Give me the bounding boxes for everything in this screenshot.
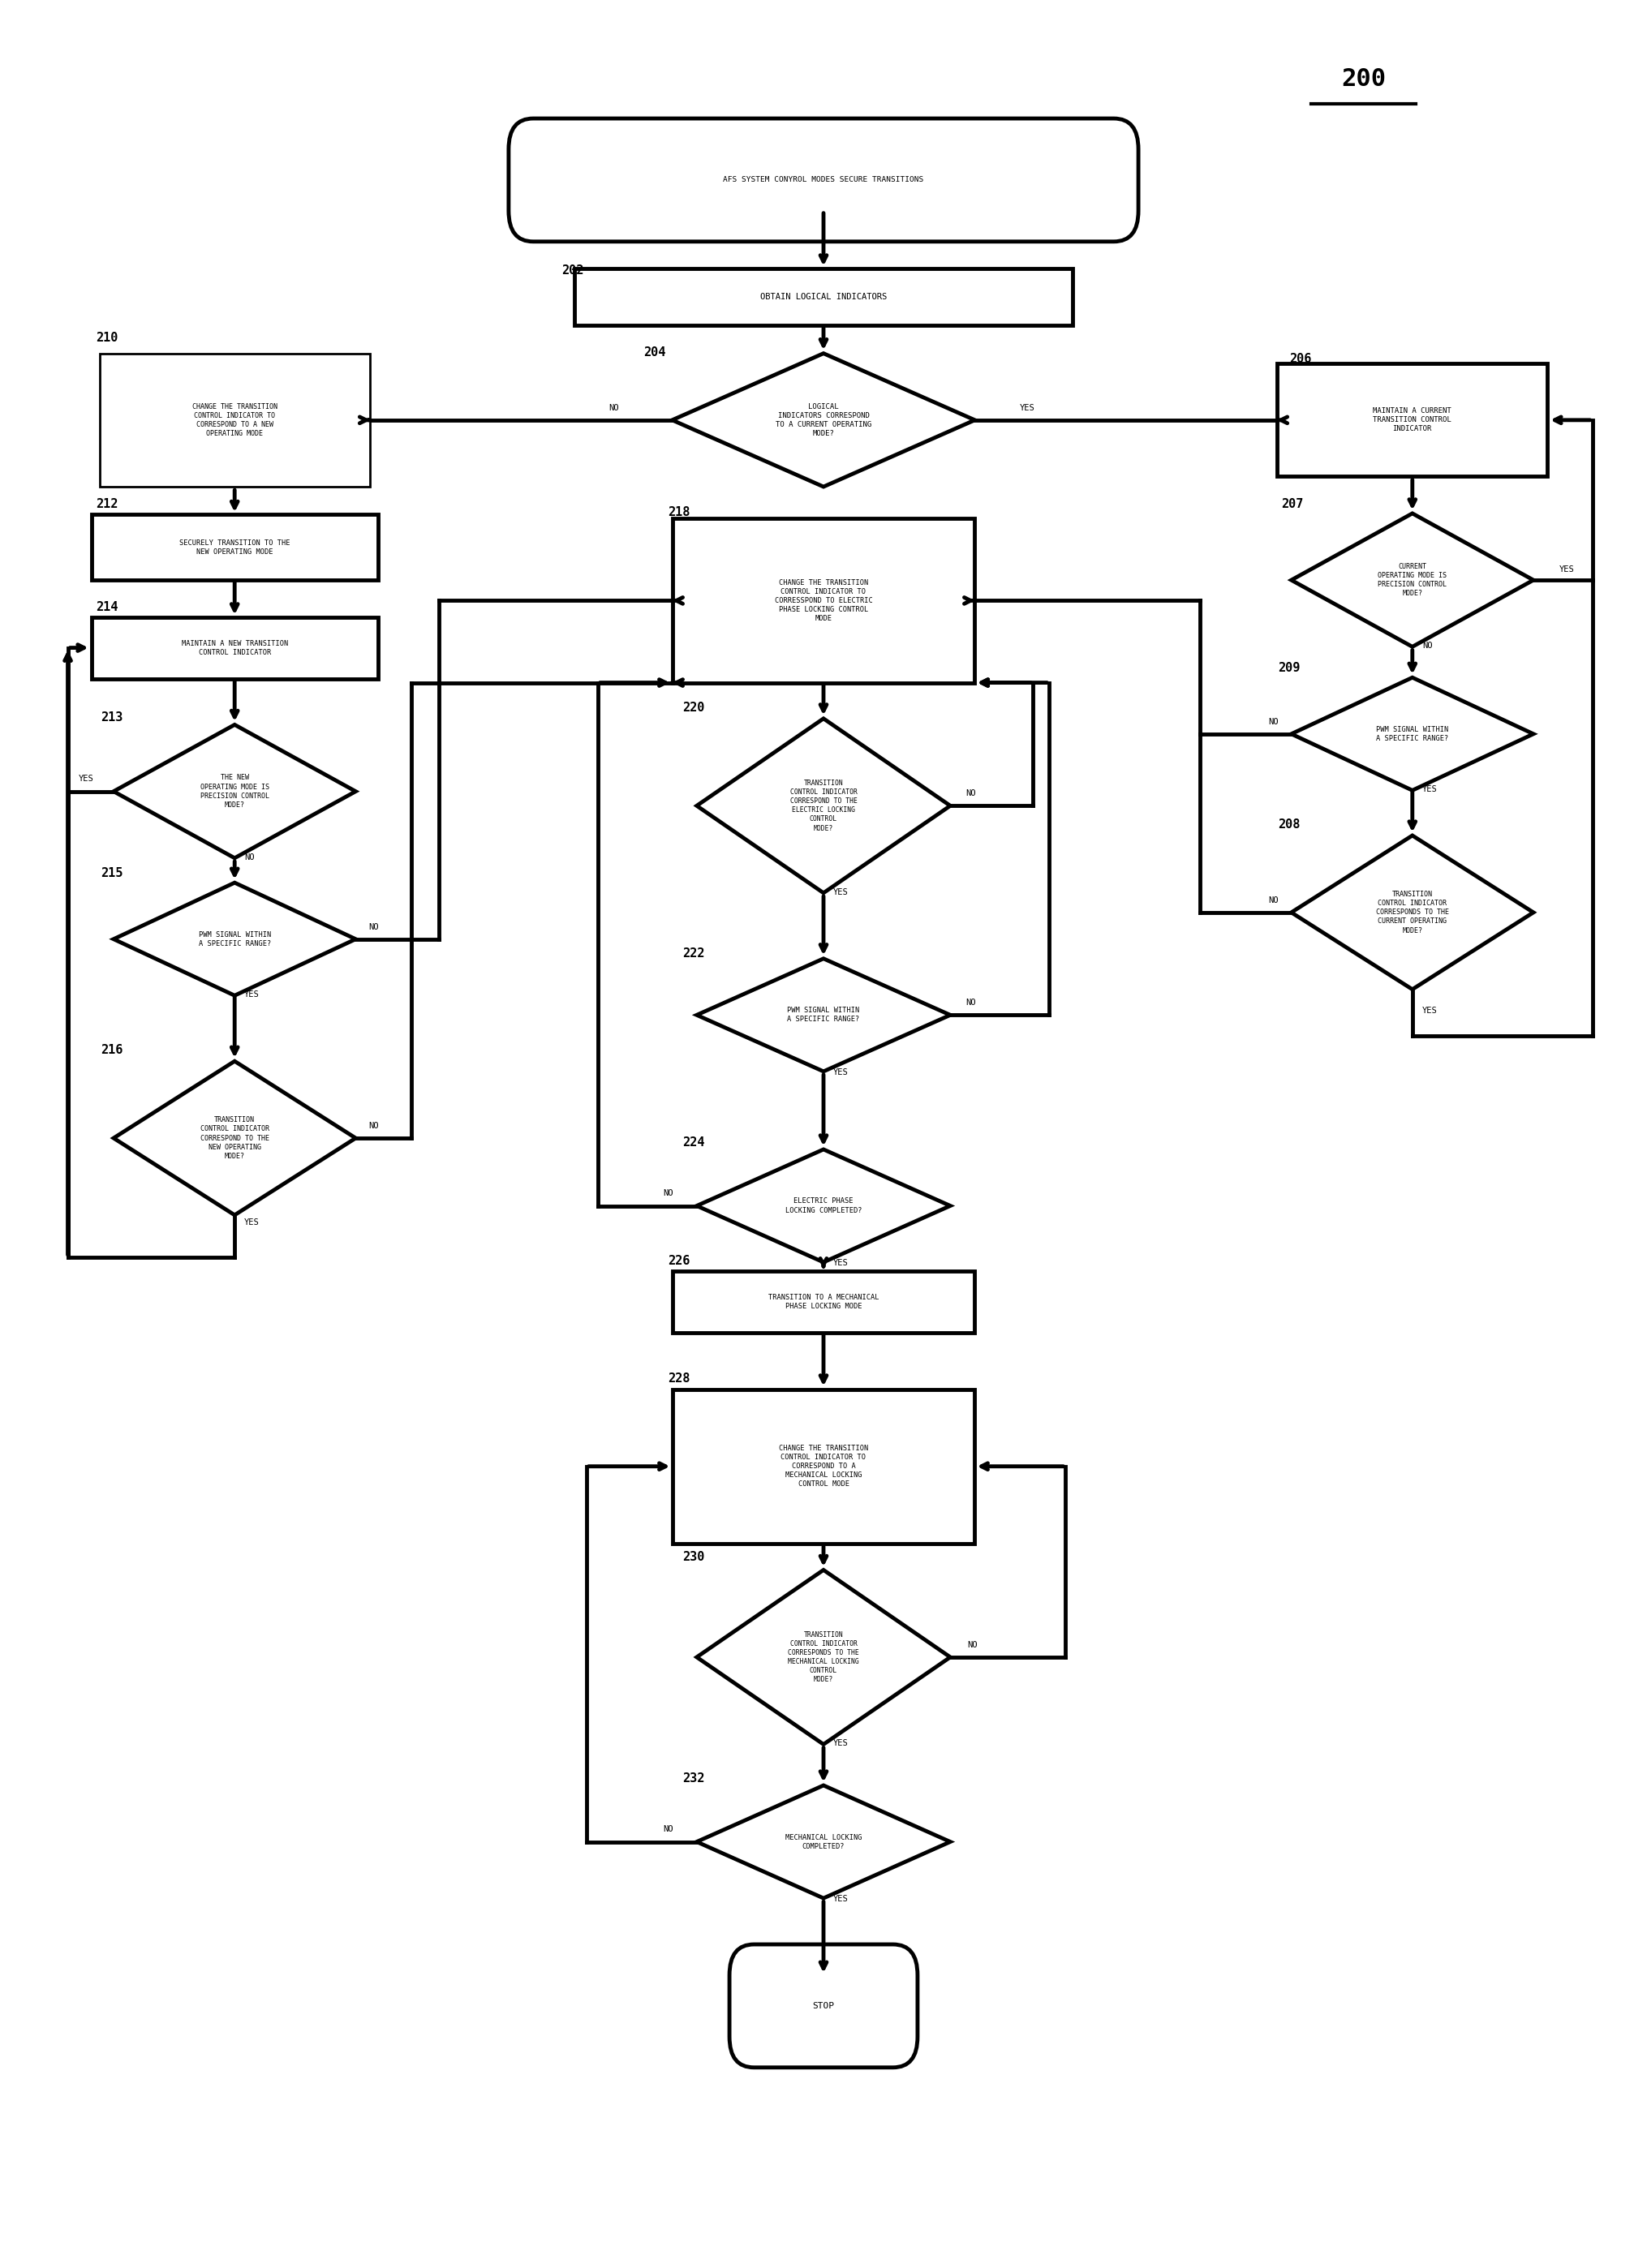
Text: NO: NO <box>609 404 619 413</box>
Text: 220: 220 <box>684 701 705 714</box>
Text: YES: YES <box>1560 565 1575 574</box>
Text: STOP: STOP <box>812 2003 835 2009</box>
Polygon shape <box>114 1061 356 1216</box>
Text: NO: NO <box>965 998 977 1007</box>
Text: 212: 212 <box>96 499 119 510</box>
Polygon shape <box>114 882 356 996</box>
Bar <box>92 617 377 678</box>
FancyBboxPatch shape <box>509 118 1138 243</box>
FancyBboxPatch shape <box>730 1944 917 2068</box>
Text: PWM SIGNAL WITHIN
A SPECIFIC RANGE?: PWM SIGNAL WITHIN A SPECIFIC RANGE? <box>787 1007 860 1023</box>
Text: MAINTAIN A CURRENT
TRANSITION CONTROL
INDICATOR: MAINTAIN A CURRENT TRANSITION CONTROL IN… <box>1374 408 1451 433</box>
Text: OBTAIN LOGICAL INDICATORS: OBTAIN LOGICAL INDICATORS <box>761 293 886 302</box>
Text: NO: NO <box>369 1123 379 1129</box>
Polygon shape <box>697 1785 950 1898</box>
Polygon shape <box>697 1150 950 1263</box>
Bar <box>92 515 377 581</box>
Text: TRANSITION
CONTROL INDICATOR
CORRESPONDS TO THE
CURRENT OPERATING
MODE?: TRANSITION CONTROL INDICATOR CORRESPONDS… <box>1375 891 1449 934</box>
Text: 222: 222 <box>684 948 705 959</box>
Text: ELECTRIC PHASE
LOCKING COMPLETED?: ELECTRIC PHASE LOCKING COMPLETED? <box>786 1198 861 1213</box>
Text: CHANGE THE TRANSITION
CONTROL INDICATOR TO
CORRESPOND TO A
MECHANICAL LOCKING
CO: CHANGE THE TRANSITION CONTROL INDICATOR … <box>779 1445 868 1488</box>
Text: MAINTAIN A NEW TRANSITION
CONTROL INDICATOR: MAINTAIN A NEW TRANSITION CONTROL INDICA… <box>181 640 288 655</box>
Polygon shape <box>1291 513 1533 646</box>
Text: 208: 208 <box>1278 819 1301 830</box>
Text: NO: NO <box>1421 642 1433 649</box>
Text: YES: YES <box>1421 785 1438 794</box>
Text: YES: YES <box>79 776 94 782</box>
Polygon shape <box>1291 678 1533 789</box>
Text: 230: 230 <box>684 1551 705 1563</box>
Polygon shape <box>697 959 950 1070</box>
Text: PWM SIGNAL WITHIN
A SPECIFIC RANGE?: PWM SIGNAL WITHIN A SPECIFIC RANGE? <box>198 930 270 948</box>
Text: NO: NO <box>1268 896 1278 905</box>
Text: CHANGE THE TRANSITION
CONTROL INDICATOR TO
CORRESPOND TO A NEW
OPERATING MODE: CHANGE THE TRANSITION CONTROL INDICATOR … <box>193 404 277 438</box>
Bar <box>575 268 1072 327</box>
Text: PWM SIGNAL WITHIN
A SPECIFIC RANGE?: PWM SIGNAL WITHIN A SPECIFIC RANGE? <box>1377 726 1449 742</box>
Text: 200: 200 <box>1341 68 1385 91</box>
Text: AFS SYSTEM CONYROL MODES SECURE TRANSITIONS: AFS SYSTEM CONYROL MODES SECURE TRANSITI… <box>723 177 924 184</box>
Bar <box>672 1390 975 1542</box>
Text: NO: NO <box>369 923 379 930</box>
Text: THE NEW
OPERATING MODE IS
PRECISION CONTROL
MODE?: THE NEW OPERATING MODE IS PRECISION CONT… <box>201 773 268 810</box>
Text: YES: YES <box>833 1259 848 1268</box>
Text: YES: YES <box>1019 404 1034 413</box>
Text: NO: NO <box>662 1188 674 1198</box>
Text: 215: 215 <box>100 866 124 880</box>
Text: TRANSITION
CONTROL INDICATOR
CORRESPOND TO THE
NEW OPERATING
MODE?: TRANSITION CONTROL INDICATOR CORRESPOND … <box>201 1116 268 1159</box>
Bar <box>672 1272 975 1334</box>
Text: YES: YES <box>244 1218 260 1227</box>
Text: 232: 232 <box>684 1771 705 1785</box>
Text: TRANSITION
CONTROL INDICATOR
CORRESPOND TO THE
ELECTRIC LOCKING
CONTROL
MODE?: TRANSITION CONTROL INDICATOR CORRESPOND … <box>791 780 856 832</box>
Text: SECURELY TRANSITION TO THE
NEW OPERATING MODE: SECURELY TRANSITION TO THE NEW OPERATING… <box>180 540 290 556</box>
Text: 226: 226 <box>669 1254 690 1268</box>
Text: YES: YES <box>244 991 260 998</box>
Bar <box>1278 363 1547 476</box>
Text: YES: YES <box>833 1740 848 1746</box>
Bar <box>672 519 975 683</box>
Text: LOGICAL
INDICATORS CORRESPOND
TO A CURRENT OPERATING
MODE?: LOGICAL INDICATORS CORRESPOND TO A CURRE… <box>776 404 871 438</box>
Text: TRANSITION TO A MECHANICAL
PHASE LOCKING MODE: TRANSITION TO A MECHANICAL PHASE LOCKING… <box>768 1295 879 1311</box>
Text: CURRENT
OPERATING MODE IS
PRECISION CONTROL
MODE?: CURRENT OPERATING MODE IS PRECISION CONT… <box>1379 562 1446 596</box>
Polygon shape <box>697 1569 950 1744</box>
Text: 202: 202 <box>562 265 585 277</box>
Text: 214: 214 <box>96 601 119 612</box>
Text: 207: 207 <box>1281 499 1304 510</box>
Text: 209: 209 <box>1278 662 1301 674</box>
Text: 206: 206 <box>1290 352 1313 365</box>
Text: 218: 218 <box>669 506 690 519</box>
Text: TRANSITION
CONTROL INDICATOR
CORRESPONDS TO THE
MECHANICAL LOCKING
CONTROL
MODE?: TRANSITION CONTROL INDICATOR CORRESPONDS… <box>787 1631 860 1683</box>
Text: YES: YES <box>833 1896 848 1903</box>
Polygon shape <box>1291 835 1533 989</box>
Text: YES: YES <box>833 887 848 896</box>
Text: YES: YES <box>1421 1007 1438 1016</box>
Text: CHANGE THE TRANSITION
CONTROL INDICATOR TO
CORRESSPOND TO ELECTRIC
PHASE LOCKING: CHANGE THE TRANSITION CONTROL INDICATOR … <box>774 578 873 621</box>
Polygon shape <box>697 719 950 894</box>
Text: NO: NO <box>967 1640 978 1649</box>
Bar <box>100 354 369 488</box>
Text: 224: 224 <box>684 1136 705 1148</box>
Text: MECHANICAL LOCKING
COMPLETED?: MECHANICAL LOCKING COMPLETED? <box>786 1833 861 1851</box>
Polygon shape <box>114 726 356 857</box>
Text: YES: YES <box>833 1068 848 1077</box>
Text: 210: 210 <box>96 331 119 345</box>
Text: NO: NO <box>965 789 977 798</box>
Text: 228: 228 <box>669 1372 690 1383</box>
Text: NO: NO <box>244 853 255 862</box>
Text: 204: 204 <box>644 347 665 358</box>
Polygon shape <box>672 354 975 488</box>
Text: NO: NO <box>1268 717 1278 726</box>
Text: 213: 213 <box>100 712 124 723</box>
Text: NO: NO <box>662 1826 674 1833</box>
Text: 216: 216 <box>100 1043 124 1057</box>
